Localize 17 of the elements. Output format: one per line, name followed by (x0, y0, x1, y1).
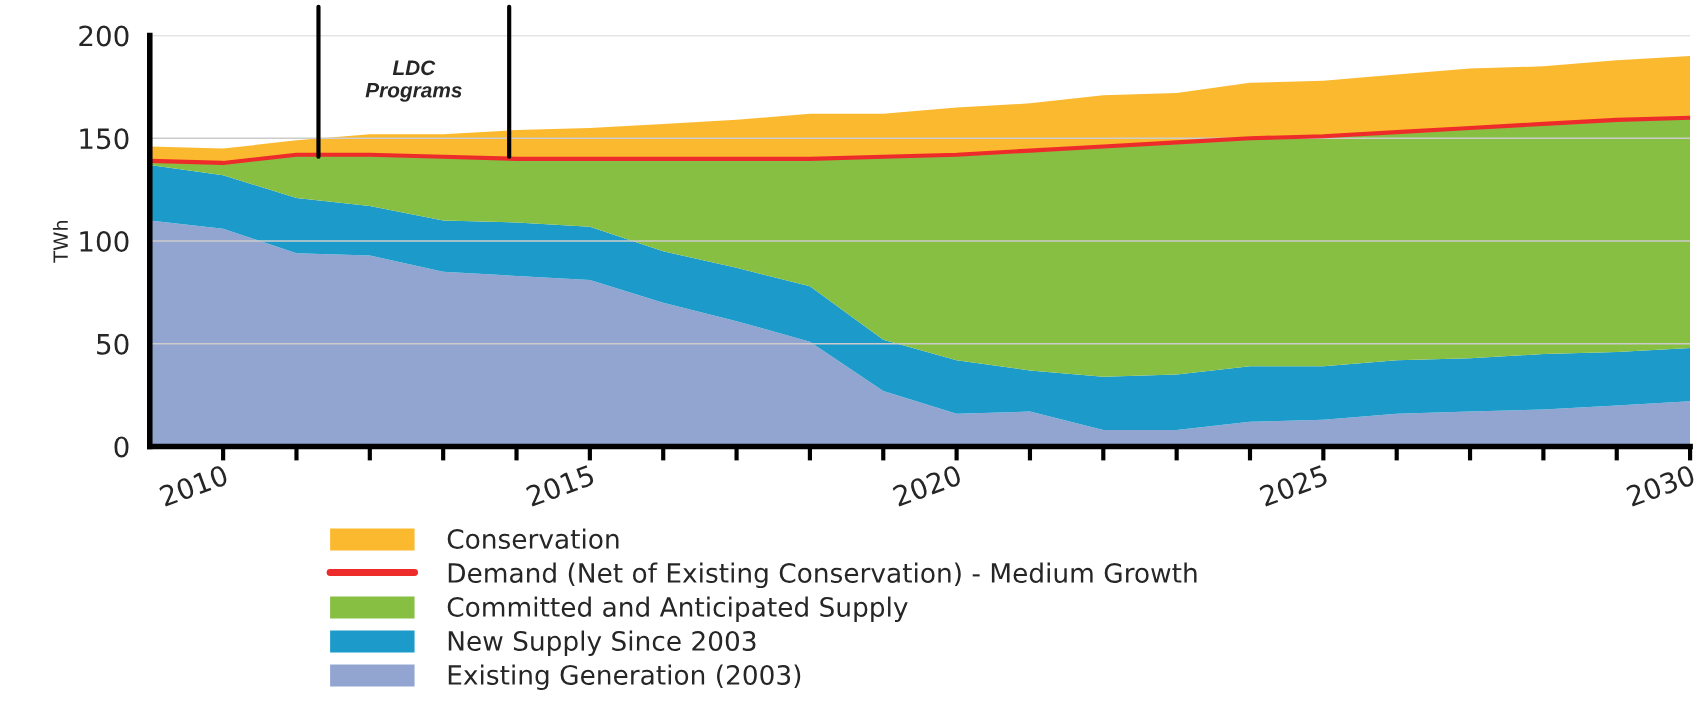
legend-label: Existing Generation (2003) (448, 664, 801, 691)
y-tick-label: 100 (80, 230, 129, 252)
legend-label: New Supply Since 2003 (448, 630, 756, 657)
x-tick-label: 2015 (525, 464, 595, 507)
legend-label: Demand (Net of Existing Conservation) - Medium Growth (448, 562, 1197, 589)
y-axis-title: TWh (52, 220, 68, 263)
x-tick-label: 2030 (1625, 464, 1696, 507)
y-tick-label: 0 (114, 436, 129, 458)
x-tick-label: 2020 (892, 464, 963, 507)
annotation: LDC Programs (365, 60, 462, 102)
legend-label: Committed and Anticipated Supply (447, 596, 908, 623)
y-tick-label: 150 (80, 128, 129, 150)
x-tick-label: 2025 (1259, 464, 1329, 507)
x-tick-label: 2010 (158, 464, 229, 507)
legend-label: Conservation (447, 528, 619, 549)
y-tick-label: 50 (97, 333, 129, 355)
y-tick-label: 200 (79, 25, 129, 47)
